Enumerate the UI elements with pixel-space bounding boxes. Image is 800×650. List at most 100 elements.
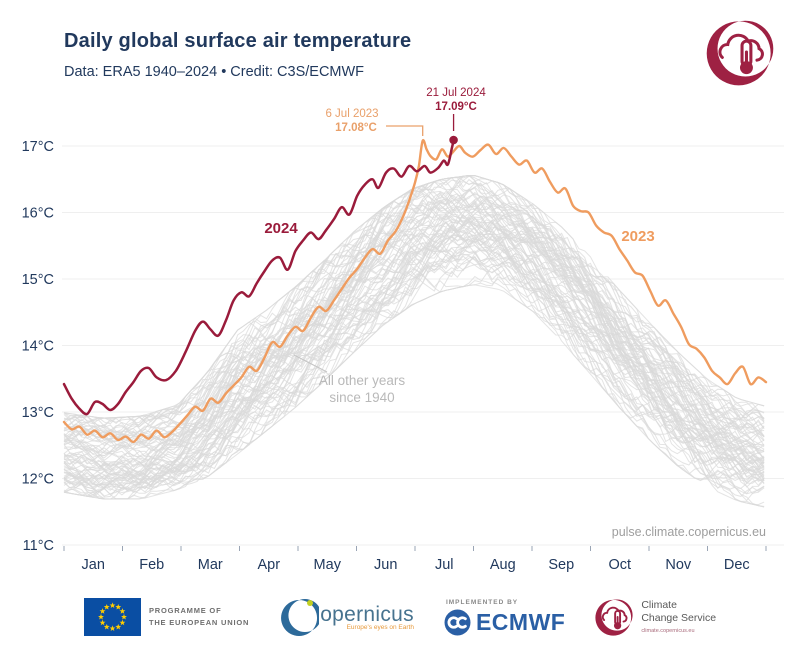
c3s-text: Climate Change Service climate.copernicu… [641, 599, 716, 635]
c3s-thermo-bulb [614, 622, 622, 630]
gray-year-line [63, 256, 765, 495]
other-years-pointer [293, 354, 328, 373]
month-label: Nov [665, 557, 692, 573]
climate-change-service-logo: Climate Change Service climate.copernicu… [595, 598, 716, 636]
climate-change-service-icon [706, 20, 774, 86]
copernicus-tagline: Europe's eyes on Earth [346, 624, 414, 631]
eu-programme-logo: PROGRAMME OF THE EUROPEAN UNION [83, 598, 249, 636]
page-title: Daily global surface air temperature [64, 30, 412, 52]
month-label: Apr [257, 557, 280, 573]
y-tick-label: 17°C [22, 139, 54, 155]
c3s-line2: Change Service [641, 612, 717, 625]
month-label: Dec [724, 557, 750, 573]
gray-year-line [63, 211, 765, 484]
y-tick-label: 16°C [22, 206, 54, 222]
gray-year-line [63, 220, 765, 497]
month-label: May [314, 557, 342, 573]
gray-year-lines [63, 174, 765, 508]
gray-year-line [63, 275, 765, 506]
eu-star [109, 625, 116, 632]
eu-star [97, 613, 104, 620]
gray-year-line [63, 252, 765, 493]
thermometer-bulb [740, 61, 753, 75]
peak-2024-dot [449, 135, 458, 145]
other-years-line1: All other years [319, 373, 406, 388]
month-label: Mar [198, 557, 223, 573]
crescent-shape [706, 20, 774, 86]
peak-2024-date: 21 Jul 2024 [426, 87, 486, 99]
y-tick-label: 14°C [22, 339, 54, 355]
eu-star [119, 608, 126, 614]
label-2024: 2024 [264, 220, 298, 237]
y-tick-label: 13°C [22, 405, 54, 421]
gray-year-line [63, 213, 765, 489]
y-axis-labels: 17°C 16°C 15°C 14°C 13°C 12°C 11°C [22, 139, 54, 554]
gray-year-line [63, 198, 765, 471]
eu-star [120, 613, 127, 620]
gray-year-line [64, 256, 765, 468]
gray-year-line [63, 202, 765, 458]
c3s-crescent [595, 599, 633, 636]
gray-year-line [63, 205, 765, 471]
gray-year-line [63, 232, 765, 489]
month-label: Jul [435, 557, 454, 573]
eu-star [99, 608, 106, 614]
gray-year-line [63, 204, 765, 480]
gray-year-line [63, 240, 765, 508]
month-label: Oct [608, 557, 631, 573]
c3s-url: climate.copernicus.eu [641, 628, 695, 635]
gray-year-line [63, 194, 765, 444]
y-tick-label: 15°C [22, 272, 54, 288]
ecmwf-logo: IMPLEMENTED BY ECMWF [444, 599, 565, 636]
gray-year-line [63, 233, 765, 459]
month-label: Sep [548, 557, 574, 573]
ecmwf-wordmark: ECMWF [475, 608, 566, 635]
gray-year-line [63, 256, 765, 494]
label-2023: 2023 [621, 228, 654, 245]
peak-2023-date: 6 Jul 2023 [325, 108, 378, 120]
footer-logos: PROGRAMME OF THE EUROPEAN UNION opernicu… [0, 596, 800, 638]
month-label: Jan [82, 557, 105, 573]
gray-year-line [63, 249, 765, 484]
gray-year-line [63, 197, 765, 478]
line-2023 [62, 138, 768, 444]
ecmwf-c2 [456, 615, 467, 629]
implemented-by-label: IMPLEMENTED BY [445, 598, 519, 606]
y-tick-label: 11°C [23, 538, 54, 554]
copernicus-logo: opernicus Europe's eyes on Earth [279, 596, 414, 638]
gray-year-line [63, 193, 765, 444]
peak-2023-pointer [386, 125, 424, 136]
copernicus-dot [307, 600, 314, 606]
eu-star [99, 619, 106, 626]
x-axis-ticks [63, 546, 767, 551]
eu-star [109, 602, 116, 609]
x-axis-labels: Jan Feb Mar Apr May Jun Jul Aug Sep Oct Nov Dec [82, 557, 750, 573]
copernicus-c-icon [281, 599, 320, 636]
copernicus-crescent [281, 599, 320, 636]
other-years-line2: since 1940 [329, 390, 394, 405]
peak-2024-temp: 17.09°C [435, 101, 477, 113]
page-subtitle: Data: ERA5 1940–2024 • Credit: C3S/ECMWF [64, 64, 365, 80]
ecmwf-c1 [447, 615, 459, 629]
eu-star [115, 603, 122, 610]
eu-programme-text: PROGRAMME OF THE EUROPEAN UNION [149, 605, 249, 628]
gray-year-line [63, 232, 765, 447]
gray-year-line [63, 218, 765, 455]
y-tick-label: 12°C [22, 472, 54, 488]
month-label: Jun [374, 557, 397, 573]
month-label: Feb [139, 557, 164, 573]
copernicus-wordmark: opernicus Europe's eyes on Earth [320, 603, 414, 631]
ecmwf-icon [444, 609, 471, 635]
watermark-url: pulse.climate.copernicus.eu [612, 525, 766, 539]
eu-programme-line2: THE EUROPEAN UNION [148, 618, 250, 627]
eu-programme-line1: PROGRAMME OF [148, 606, 222, 616]
eu-star [119, 619, 126, 626]
eu-star [103, 603, 110, 610]
month-label: Aug [490, 557, 516, 573]
line-2024 [62, 138, 455, 416]
c3s-line1: Climate [641, 598, 677, 611]
eu-star [115, 623, 122, 630]
c3s-icon [595, 599, 633, 636]
